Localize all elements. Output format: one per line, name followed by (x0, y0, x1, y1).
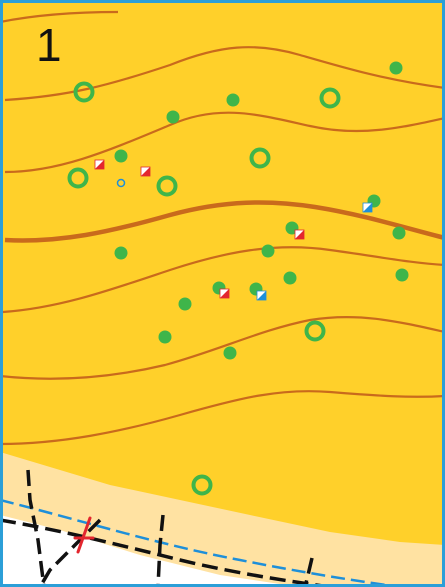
bush (261, 244, 275, 258)
footpath-line (303, 557, 314, 587)
bush (389, 61, 403, 75)
red-flag-marker (140, 166, 151, 177)
red-markers (94, 159, 305, 299)
bush (178, 297, 192, 311)
crossing-marker (73, 516, 95, 554)
red-flag-marker (94, 159, 105, 170)
bush (395, 268, 409, 282)
white-area (0, 515, 300, 587)
bush (114, 149, 128, 163)
bush (223, 346, 237, 360)
bush (392, 226, 406, 240)
vegetation-ring (319, 87, 341, 109)
water-ring (116, 178, 126, 188)
vegetation-ring (249, 147, 271, 169)
index-contour (4, 200, 445, 243)
track-line (0, 518, 331, 587)
footpath-line (38, 518, 102, 587)
bush (158, 330, 172, 344)
bush (166, 110, 180, 124)
blue-flag-marker (362, 202, 373, 213)
contour-line (0, 315, 445, 380)
vegetation-ring (73, 81, 95, 103)
map-number-label: 1 (36, 19, 62, 71)
vegetation-ring (304, 320, 326, 342)
stream-line (0, 498, 401, 587)
red-flag-marker (219, 288, 230, 299)
vegetation-ring (191, 474, 213, 496)
footpath-line (26, 469, 46, 587)
contour-line (0, 390, 445, 446)
bush (114, 246, 128, 260)
vegetation-ring (67, 167, 89, 189)
bush (226, 93, 240, 107)
open-land-area (0, 0, 445, 545)
contour-line (0, 10, 119, 24)
blue-flag-marker (256, 290, 267, 301)
vegetation-rings (67, 81, 341, 496)
contour-line (4, 46, 445, 102)
contour-line (2, 246, 445, 314)
footpath-line (156, 514, 165, 587)
contour-line (4, 111, 445, 174)
red-flag-marker (294, 229, 305, 240)
paths (0, 469, 331, 587)
blue-markers (256, 202, 373, 301)
vegetation-ring (156, 175, 178, 197)
contour-lines (0, 10, 445, 446)
bush (283, 271, 297, 285)
